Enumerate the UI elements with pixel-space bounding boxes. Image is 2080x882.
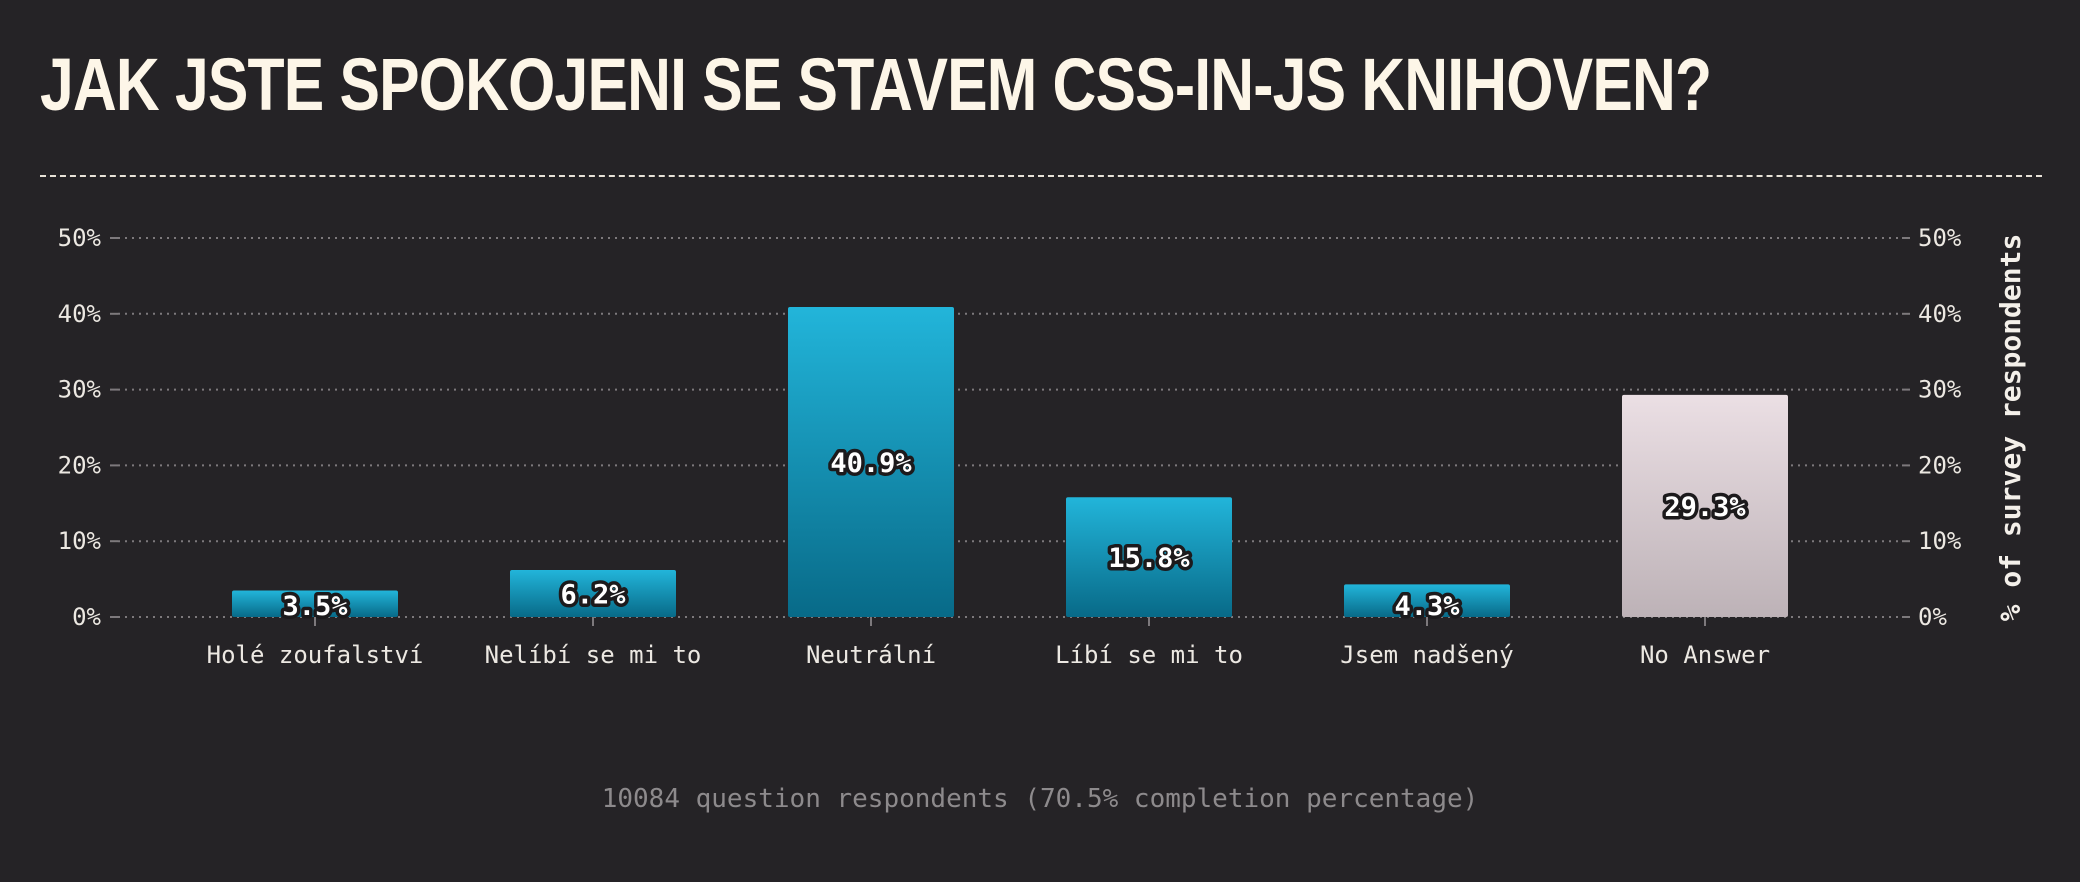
left-tick-label: 30% bbox=[58, 376, 102, 404]
right-tick-label: 40% bbox=[1918, 300, 1962, 328]
right-y-axis: 0% 10% 20% 30% 40% 50% bbox=[1902, 224, 1962, 631]
value-label: 29.3% bbox=[1664, 492, 1746, 523]
title-divider bbox=[40, 175, 2042, 177]
x-axis: Holé zoufalství Nelíbí se mi to Neutrální L… bbox=[207, 617, 1770, 669]
footnote: 10084 question respondents (70.5% comple… bbox=[601, 784, 1479, 814]
right-tick-label: 20% bbox=[1918, 451, 1962, 479]
category-label: Jsem nadšený bbox=[1340, 641, 1513, 669]
left-tick-label: 50% bbox=[58, 224, 102, 252]
left-tick-label: 0% bbox=[72, 603, 101, 631]
right-tick-label: 50% bbox=[1918, 224, 1962, 252]
bar-4 bbox=[1344, 584, 1510, 617]
page-title: Jak jste spokojeni se stavem CSS-in-JS k… bbox=[40, 43, 1712, 126]
right-tick-label: 30% bbox=[1918, 376, 1962, 404]
value-label: 15.8% bbox=[1108, 543, 1190, 574]
bar-5 bbox=[1622, 394, 1788, 617]
category-label: Líbí se mi to bbox=[1055, 641, 1243, 669]
right-axis-title: % of survey respondents bbox=[1994, 234, 2027, 622]
left-tick-label: 10% bbox=[58, 527, 102, 555]
right-tick-label: 0% bbox=[1918, 603, 1947, 631]
bar-chart: 3.5% 6.2%40.9%15.8%4.3%29.3% 0%10%20%30%4… bbox=[58, 224, 2027, 669]
left-y-axis: 0% 10% 20% 30% 40% 50% bbox=[58, 224, 118, 631]
bar-1 bbox=[510, 570, 676, 617]
left-tick-label: 40% bbox=[58, 300, 102, 328]
value-label: 40.9% bbox=[830, 448, 912, 479]
category-label: No Answer bbox=[1640, 641, 1770, 669]
value-label: 6.2% bbox=[560, 580, 626, 611]
bar-3 bbox=[1066, 497, 1232, 617]
value-labels: 3.5% 6.2%40.9%15.8%4.3%29.3% bbox=[279, 444, 1750, 625]
bars bbox=[232, 306, 1788, 617]
category-label: Nelíbí se mi to bbox=[485, 641, 702, 669]
bar-2 bbox=[788, 306, 954, 617]
right-tick-label: 10% bbox=[1918, 527, 1962, 555]
bar-0 bbox=[232, 590, 398, 617]
category-label: Neutrální bbox=[806, 641, 936, 669]
left-tick-label: 20% bbox=[58, 451, 102, 479]
category-label: Holé zoufalství bbox=[207, 641, 424, 669]
